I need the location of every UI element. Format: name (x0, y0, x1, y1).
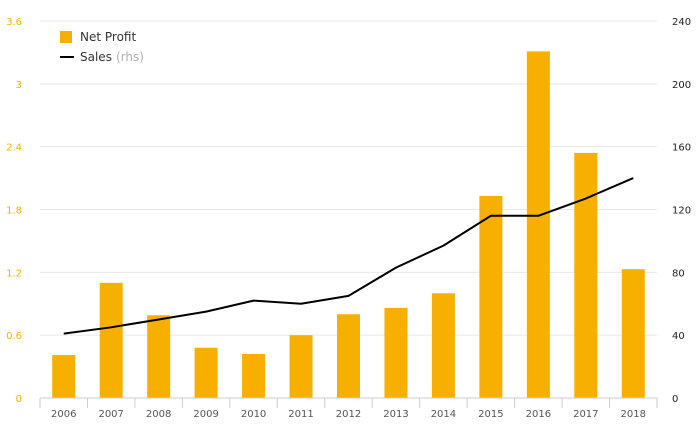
x-tick-label: 2009 (193, 409, 218, 420)
y-left-tick-label: 0.6 (6, 331, 22, 342)
legend-item-sales: Sales (rhs) (60, 47, 144, 67)
bar-2009 (194, 347, 218, 398)
legend-item-net-profit: Net Profit (60, 27, 144, 47)
y-right-tick-label: 240 (672, 17, 691, 28)
bar-2018 (621, 269, 645, 398)
x-tick-label: 2014 (431, 409, 456, 420)
bar-2007 (99, 282, 123, 398)
x-tick-label: 2012 (336, 409, 361, 420)
x-tick-label: 2007 (98, 409, 123, 420)
x-tick-label: 2013 (383, 409, 408, 420)
bar-2011 (289, 335, 313, 398)
bar-2015 (479, 195, 503, 398)
y-left-tick-label: 0 (16, 394, 22, 405)
y-left-tick-label: 2.4 (6, 143, 22, 154)
y-left-tick-label: 1.8 (6, 206, 22, 217)
gridlines (40, 20, 657, 336)
net-profit-bars (52, 51, 645, 398)
y-right-tick-label: 0 (672, 394, 678, 405)
x-tick-label: 2016 (526, 409, 551, 420)
bar-2010 (242, 354, 266, 398)
sales-line (63, 177, 634, 335)
bar-2016 (526, 51, 550, 398)
legend-swatch-net-profit (60, 31, 72, 43)
legend: Net Profit Sales (rhs) (60, 27, 144, 67)
x-tick-label: 2010 (241, 409, 266, 420)
x-axis: 2006 2007 2008 2009 2010 2011 2012 2013 2014 2015… (39, 397, 658, 420)
bar-2017 (574, 152, 598, 398)
y-left-tick-label: 1.2 (6, 268, 22, 279)
x-tick-label: 2017 (573, 409, 598, 420)
legend-label-sales-note: (rhs) (115, 50, 144, 64)
y-right-tick-label: 160 (672, 143, 691, 154)
x-tick-label: 2015 (478, 409, 503, 420)
y-right-tick-label: 120 (672, 206, 691, 217)
y-right-tick-label: 40 (672, 331, 685, 342)
bar-2013 (384, 307, 408, 398)
y-left-tick-label: 3 (16, 80, 22, 91)
x-tick-label: 2008 (146, 409, 171, 420)
y-axis-right: 0 40 80 120 160 200 240 (672, 17, 691, 405)
x-tick-label: 2011 (288, 409, 313, 420)
x-tick-label: 2018 (621, 409, 646, 420)
y-right-tick-label: 200 (672, 80, 691, 91)
y-left-tick-label: 3.6 (6, 17, 22, 28)
legend-label-sales: Sales (80, 50, 112, 64)
legend-label-net-profit: Net Profit (80, 30, 137, 44)
sales-line-series (63, 177, 634, 335)
legend-swatch-sales (60, 56, 74, 58)
bar-2012 (337, 314, 360, 398)
bar-2014 (431, 293, 455, 398)
bar-2006 (52, 355, 76, 398)
y-right-tick-label: 80 (672, 268, 685, 279)
bar-2008 (147, 315, 171, 398)
y-axis-left: 0 0.6 1.2 1.8 2.4 3 3.6 (6, 17, 22, 405)
x-tick-label: 2006 (51, 409, 76, 420)
